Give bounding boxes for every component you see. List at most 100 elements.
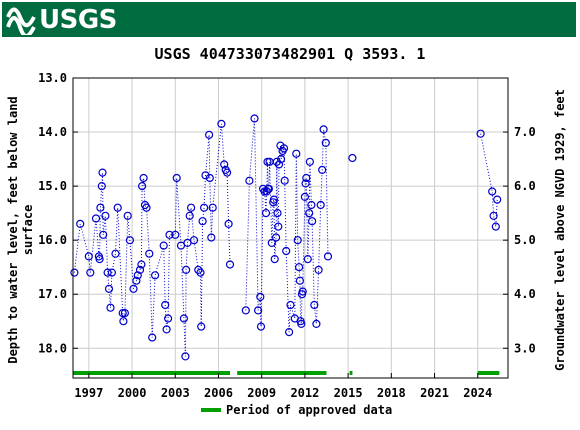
data-point — [256, 292, 265, 301]
data-point — [91, 214, 101, 223]
x-axis: 1997 2000 2003 2006 2009 2012 2015 2018 2021 2024 — [74, 373, 492, 400]
data-point — [185, 211, 194, 220]
x-tick-label: 2009 — [247, 386, 276, 400]
x-tick-label: 2000 — [118, 386, 147, 400]
data-point — [120, 309, 130, 318]
data-point — [179, 314, 188, 323]
x-tick-label: 2024 — [463, 386, 492, 400]
y-left-tick-label: 13.0 — [38, 71, 67, 85]
data-point — [274, 222, 283, 231]
usgs-logo-icon — [6, 7, 36, 35]
data-point — [282, 246, 291, 256]
data-point — [274, 160, 284, 169]
data-point — [314, 265, 323, 274]
data-point — [133, 271, 142, 280]
data-point — [138, 182, 147, 191]
series-connector — [480, 133, 498, 227]
data-point — [205, 130, 214, 139]
data-point — [129, 284, 138, 293]
data-point — [318, 165, 327, 174]
data-point — [298, 287, 307, 296]
data-point — [310, 300, 319, 310]
series-connectors — [73, 118, 498, 357]
data-point — [207, 233, 216, 242]
data-point — [279, 144, 289, 153]
y-axis-left-label-line2: surface — [21, 205, 35, 256]
x-tick-label: 2006 — [204, 386, 233, 400]
legend-label: Period of approved data — [226, 403, 392, 417]
usgs-logo-text: USGS — [39, 5, 117, 35]
y-right-tick-label: 5.0 — [514, 233, 536, 247]
data-point — [321, 138, 330, 147]
x-tick-label: 2012 — [290, 386, 319, 400]
data-point — [162, 325, 171, 334]
y-right-tick-label: 3.0 — [514, 341, 536, 355]
data-point — [139, 173, 148, 183]
data-point — [293, 236, 302, 245]
data-point — [194, 265, 203, 274]
x-tick-label: 2003 — [161, 386, 190, 400]
data-point — [319, 125, 328, 134]
data-point — [84, 252, 93, 261]
data-point — [295, 276, 304, 285]
data-points — [70, 114, 502, 361]
y-axis-left: 13.0 14.0 15.0 16.0 17.0 18.0 — [38, 71, 78, 355]
data-point — [305, 157, 314, 166]
data-point — [151, 271, 160, 280]
data-point — [245, 176, 254, 185]
usgs-header-bar: USGS — [2, 2, 576, 37]
data-point — [104, 284, 114, 293]
data-point — [148, 333, 157, 342]
x-tick-label: 2021 — [420, 386, 449, 400]
approved-period-bar — [477, 371, 500, 375]
y-left-tick-label: 16.0 — [38, 233, 67, 247]
x-tick-label: 1997 — [74, 386, 103, 400]
data-point — [159, 241, 168, 250]
data-point — [308, 217, 317, 226]
data-point — [145, 249, 154, 258]
data-point — [285, 328, 294, 337]
approved-period-bars — [73, 371, 500, 375]
x-tick-label: 2015 — [334, 386, 363, 400]
data-point — [489, 211, 498, 220]
data-point — [286, 300, 295, 310]
data-point — [181, 352, 190, 361]
data-point — [220, 160, 229, 169]
y-right-tick-label: 6.0 — [514, 179, 536, 193]
data-point — [187, 203, 196, 212]
series-connector — [245, 118, 329, 333]
data-point — [189, 236, 199, 245]
data-point — [301, 179, 310, 188]
data-point — [97, 182, 106, 191]
data-point — [277, 155, 286, 164]
data-point — [261, 209, 271, 218]
data-point — [95, 255, 104, 264]
chart-title: USGS 404733073482901 Q 3593. 1 — [155, 45, 426, 63]
grid-lines — [73, 78, 508, 378]
data-point — [491, 222, 500, 231]
data-point — [98, 168, 107, 177]
data-point — [269, 195, 278, 204]
y-axis-right-label: Groundwater level above NGVD 1929, feet — [553, 89, 567, 371]
data-point — [312, 319, 321, 328]
data-point — [241, 306, 250, 315]
approved-period-bar — [349, 371, 353, 375]
data-point — [295, 263, 304, 272]
data-point — [493, 195, 502, 204]
data-point — [200, 203, 209, 212]
data-point — [205, 173, 214, 183]
y-axis-left-label-line1: Depth to water level, feet below land — [6, 96, 20, 363]
approved-period-bar — [73, 371, 231, 375]
data-point — [86, 268, 95, 277]
data-point — [476, 129, 485, 138]
y-right-tick-label: 4.0 — [514, 287, 536, 301]
data-point — [302, 173, 311, 183]
data-point — [196, 268, 205, 277]
data-point — [99, 230, 108, 239]
data-point — [223, 168, 232, 177]
data-point — [135, 265, 145, 274]
y-left-tick-label: 14.0 — [38, 125, 67, 139]
data-point — [208, 203, 217, 212]
data-point — [305, 209, 314, 218]
y-right-tick-label: 7.0 — [514, 125, 536, 139]
